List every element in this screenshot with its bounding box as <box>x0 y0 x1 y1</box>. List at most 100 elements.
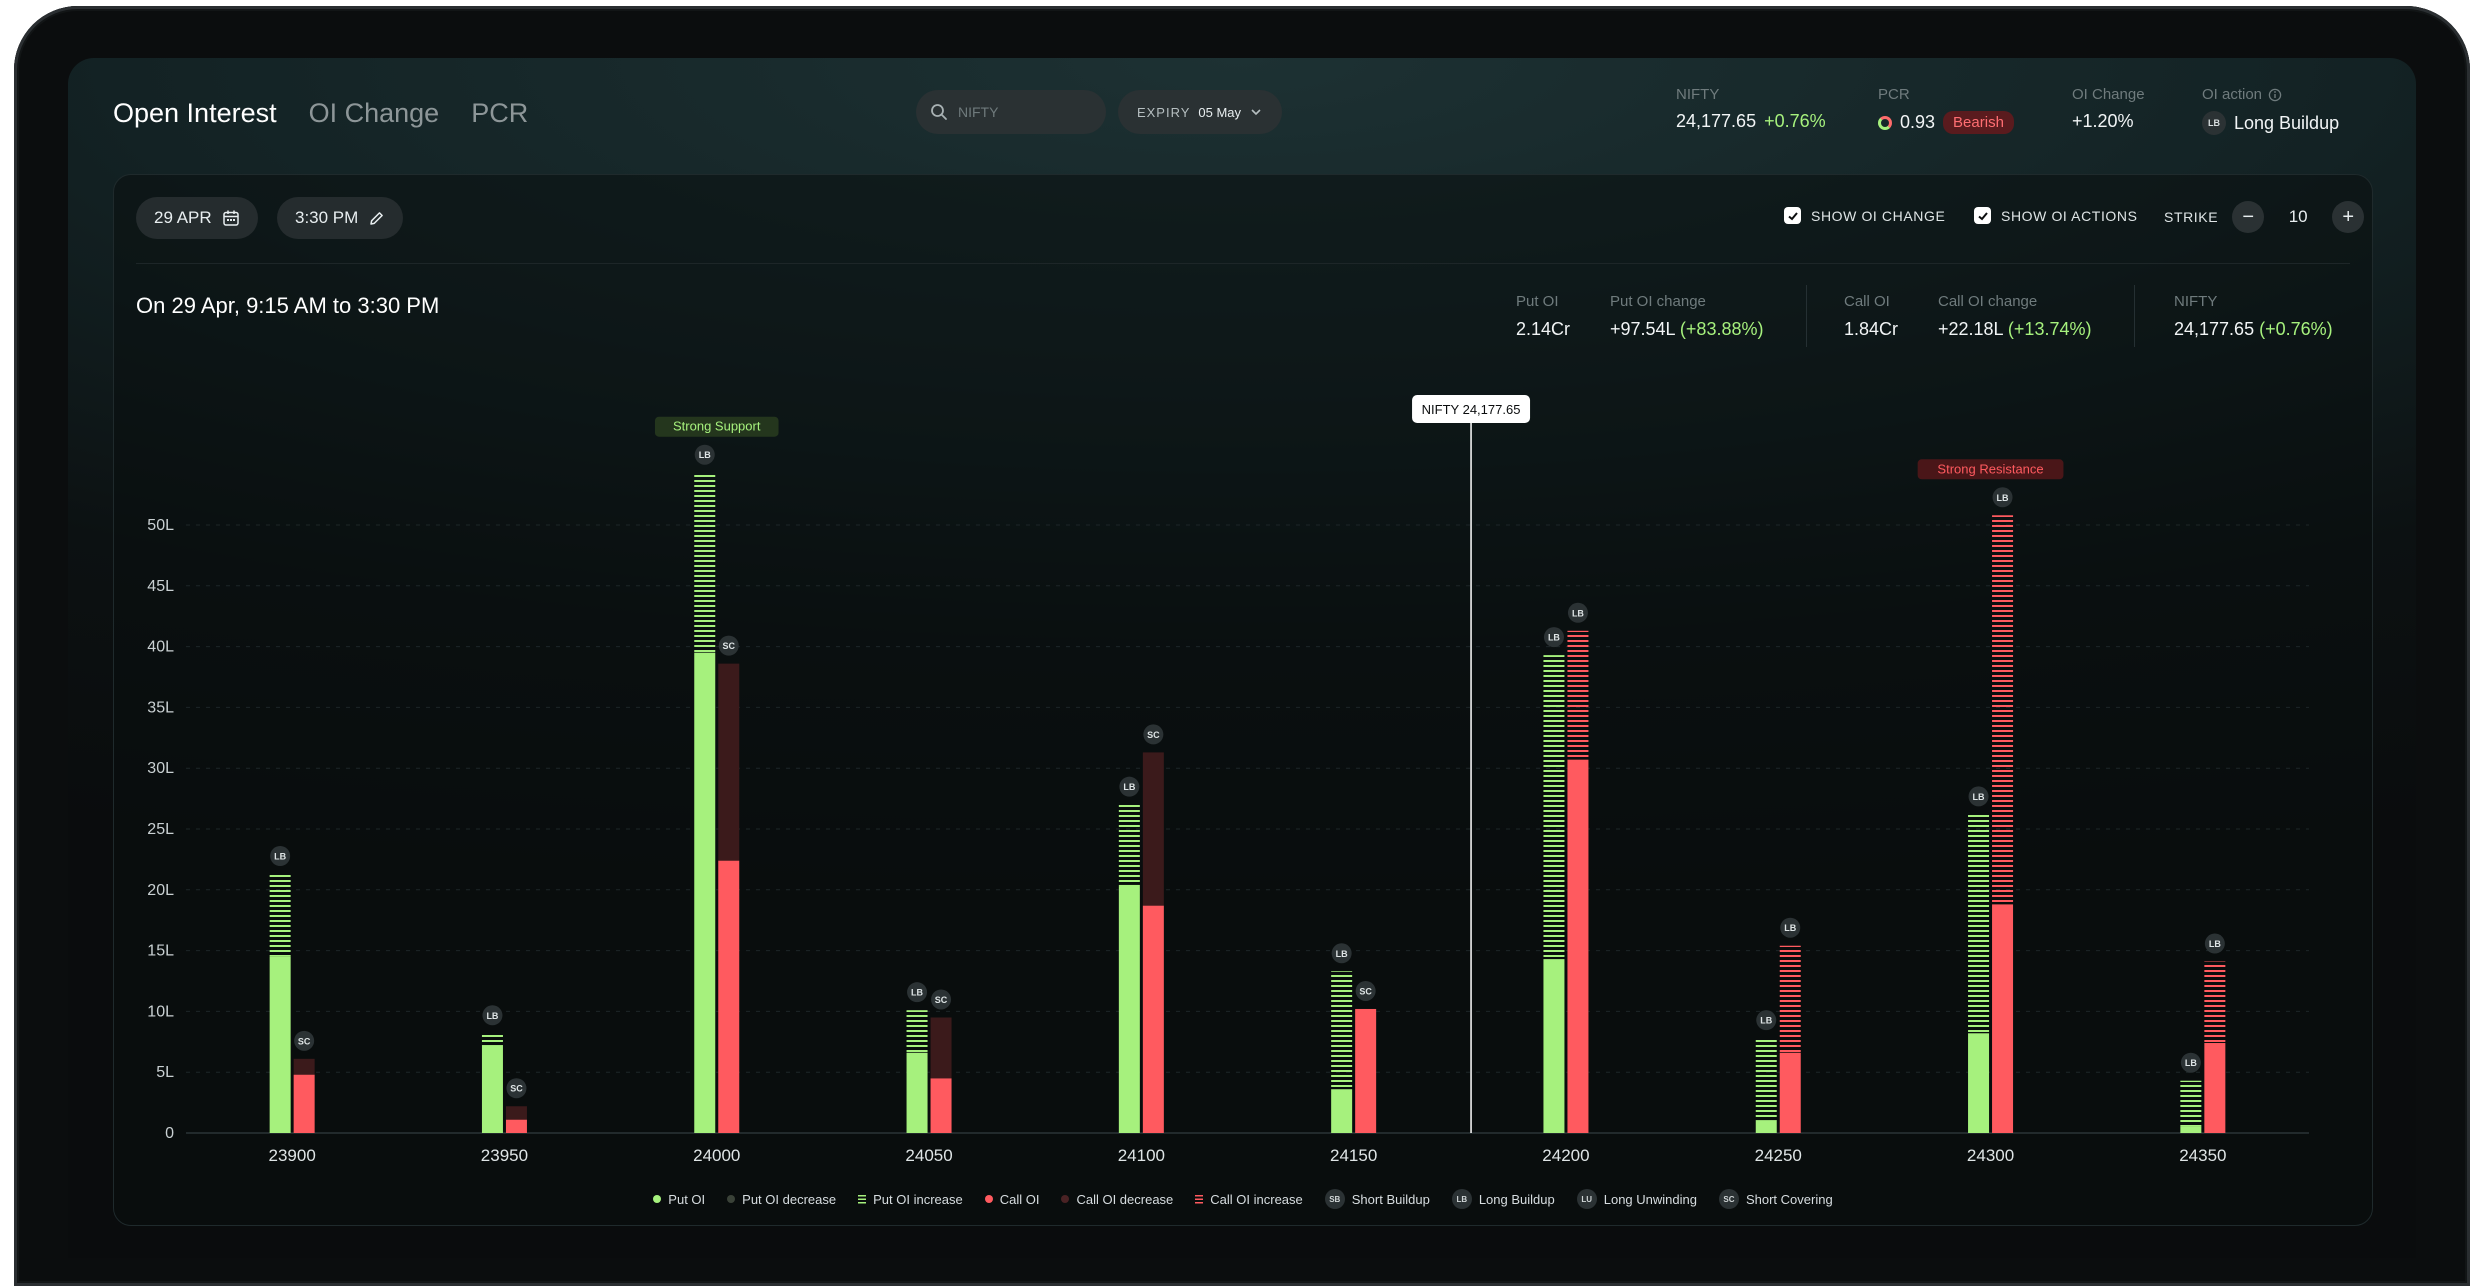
legend-label: Call OI <box>999 1191 1040 1207</box>
search-input[interactable] <box>956 103 1090 121</box>
x-tick-label: 23900 <box>269 1146 316 1165</box>
put-oi-bar <box>481 1045 503 1133</box>
tab-open-interest[interactable]: Open Interest <box>113 98 277 128</box>
oi-action-chip-label: LB <box>1760 1016 1772 1026</box>
pcr-sentiment-badge: Bearish <box>1943 111 2014 134</box>
legend-label: Short Buildup <box>1351 1191 1430 1207</box>
check-icon <box>1787 211 1798 220</box>
legend-label: Call OI decrease <box>1076 1191 1174 1207</box>
oi-action-chip-label: LB <box>1572 608 1584 618</box>
expiry-value: 05 May <box>1198 104 1242 120</box>
oi-action-chip-label: SC <box>510 1084 523 1094</box>
oi-action-chip <box>1756 1010 1777 1031</box>
y-tick-label: 35L <box>147 699 174 716</box>
oi-action-chip-label: LB <box>486 1011 498 1021</box>
strong-resistance-badge: Strong Resistance <box>1937 461 2043 476</box>
legend-item: SC Short Covering <box>1718 1189 1833 1209</box>
x-tick-label: 24200 <box>1542 1146 1589 1165</box>
call-oi-increase-bar <box>1992 515 2014 905</box>
call-oi-bar <box>1567 759 1589 1133</box>
oi-action-chip <box>2180 1052 2201 1073</box>
toggle-show-oi-change[interactable]: SHOW OI CHANGE <box>1784 207 1945 224</box>
put-oi-increase-bar <box>1968 814 1990 1034</box>
legend-item: LU Long Unwinding <box>1576 1189 1697 1209</box>
oi-action-chip-label: SC <box>1147 730 1160 740</box>
x-tick-label: 24000 <box>693 1146 740 1165</box>
call-oi-bar <box>293 1074 315 1133</box>
summary-nifty-value: 24,177.65 <box>2174 319 2255 339</box>
legend-item: SB Short Buildup <box>1324 1189 1430 1209</box>
oi-action-chip-label: LB <box>1997 493 2009 503</box>
put-oi-increase-bar <box>694 472 716 653</box>
call-oi-bar <box>930 1078 952 1133</box>
legend-chip: LU <box>1576 1189 1597 1209</box>
put-oi-increase-bar <box>269 873 291 957</box>
oi-action-chip-label: LB <box>274 851 286 861</box>
summary-divider <box>2134 285 2135 347</box>
legend-label: Call OI increase <box>1210 1191 1303 1207</box>
oi-action-chip-label: LB <box>2209 939 2221 949</box>
legend-label: Long Buildup <box>1478 1191 1555 1207</box>
x-tick-label: 24350 <box>2179 1146 2226 1165</box>
expiry-select[interactable]: EXPIRY 05 May <box>1118 90 1282 134</box>
put-oi-increase-bar <box>906 1010 928 1053</box>
call-oi-increase-bar <box>1779 945 1801 1053</box>
header-pcr-value: 0.93 <box>1900 112 1936 132</box>
put-oi-bar <box>2180 1126 2202 1133</box>
legend-item: Put OI increase <box>858 1189 963 1209</box>
view-tabs: Open Interest OI Change PCR <box>113 98 528 129</box>
toggle-show-oi-actions[interactable]: SHOW OI ACTIONS <box>1974 207 2138 224</box>
y-tick-label: 10L <box>147 1003 174 1020</box>
time-value: 3:30 PM <box>295 208 359 227</box>
put-oi-bar <box>1543 959 1565 1133</box>
y-tick-label: 25L <box>147 821 174 838</box>
legend-stripe-swatch <box>1195 1195 1204 1204</box>
tab-oi-change[interactable]: OI Change <box>308 98 440 128</box>
header-oi-change-label: OI Change <box>2072 86 2145 103</box>
header-nifty-label: NIFTY <box>1676 86 1720 103</box>
y-tick-label: 40L <box>147 639 174 656</box>
oi-action-chip <box>294 1030 315 1051</box>
legend-item: Call OI increase <box>1195 1189 1303 1209</box>
strike-label: STRIKE <box>2164 209 2219 225</box>
x-tick-label: 24100 <box>1118 1146 1165 1165</box>
y-tick-label: 15L <box>147 943 174 960</box>
summary-put-oi-change-pct: (+83.88%) <box>1679 319 1764 339</box>
time-picker-button[interactable]: 3:30 PM <box>277 197 404 239</box>
symbol-search[interactable] <box>916 90 1106 134</box>
header-oi-change: OI Change +1.20% <box>2072 86 2145 132</box>
oi-action-chip <box>270 845 291 866</box>
call-oi-bar <box>1779 1052 1801 1133</box>
strike-stepper: STRIKE − 10 + <box>2164 201 2365 233</box>
put-oi-bar <box>1968 1033 1990 1133</box>
summary-divider <box>1806 285 1807 347</box>
x-tick-label: 24150 <box>1330 1146 1377 1165</box>
legend-item: Call OI decrease <box>1061 1189 1173 1209</box>
strong-support-badge: Strong Support <box>673 419 761 434</box>
oi-action-chip-label: LB <box>911 988 923 998</box>
oi-action-chip <box>1968 786 1989 807</box>
call-oi-increase-bar <box>2204 961 2226 1044</box>
put-oi-bar <box>694 652 716 1133</box>
date-picker-button[interactable]: 29 APR <box>136 197 258 239</box>
checkbox-show-oi-change[interactable] <box>1784 207 1801 224</box>
header-pcr-label: PCR <box>1878 86 1910 103</box>
summary-nifty: NIFTY 24,177.65 (+0.76%) <box>2174 293 2333 340</box>
pencil-icon <box>370 211 384 225</box>
summary-call-oi-label: Call OI <box>1844 293 1890 310</box>
strike-decrement-button[interactable]: − <box>2232 201 2265 233</box>
summary-call-oi-change-pct: (+13.74%) <box>2007 319 2092 339</box>
y-tick-label: 5L <box>156 1064 174 1081</box>
put-oi-bar <box>1755 1120 1777 1133</box>
put-oi-bar <box>269 956 291 1133</box>
call-oi-decrease-bar <box>718 663 740 861</box>
legend-chip: SB <box>1324 1189 1345 1209</box>
y-tick-label: 30L <box>147 760 174 777</box>
checkbox-show-oi-actions[interactable] <box>1974 207 1991 224</box>
oi-action-chip <box>907 982 928 1003</box>
put-oi-increase-bar <box>1118 804 1140 885</box>
tab-pcr[interactable]: PCR <box>471 98 529 128</box>
info-icon[interactable] <box>2268 88 2282 102</box>
strike-increment-button[interactable]: + <box>2332 201 2365 233</box>
legend-dot-swatch <box>653 1195 662 1203</box>
